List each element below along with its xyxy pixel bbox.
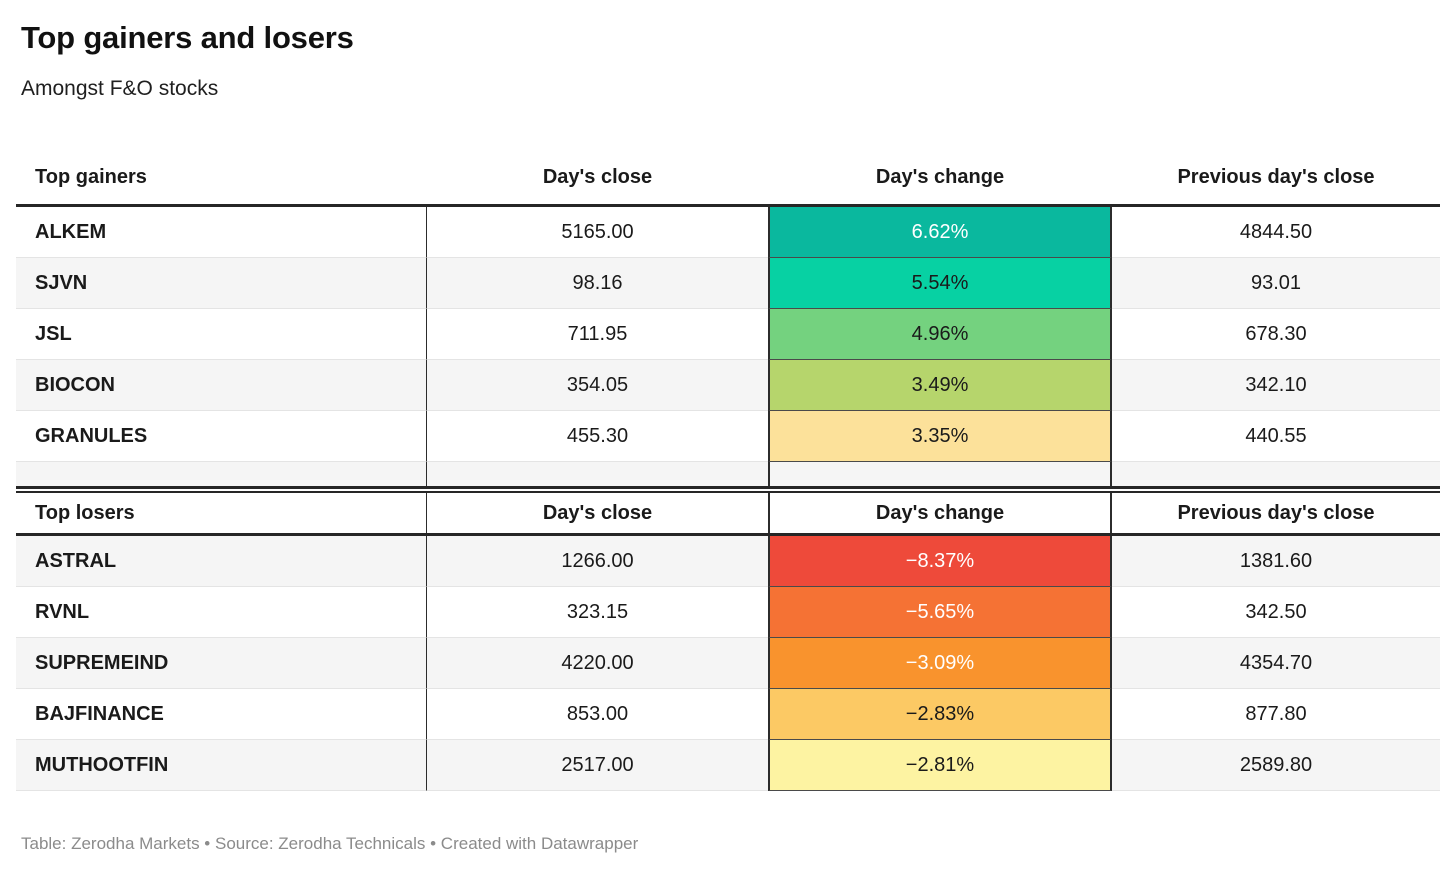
days-change-value: 3.35% xyxy=(768,411,1112,462)
previous-close-value: 342.10 xyxy=(1112,360,1440,411)
stock-name: SUPREMEIND xyxy=(16,638,427,689)
losers-body: ASTRAL 1266.00 −8.37% 1381.60 RVNL 323.1… xyxy=(16,536,1440,791)
stock-name: MUTHOOTFIN xyxy=(16,740,427,791)
days-close-value: 98.16 xyxy=(427,258,768,309)
page-subtitle: Amongst F&O stocks xyxy=(21,77,219,100)
losers-header-prev: Previous day's close xyxy=(1177,501,1375,524)
table-row: MUTHOOTFIN 2517.00 −2.81% 2589.80 xyxy=(16,740,1440,791)
days-close-value: 2517.00 xyxy=(427,740,768,791)
days-change-value: 3.49% xyxy=(768,360,1112,411)
table-row: ASTRAL 1266.00 −8.37% 1381.60 xyxy=(16,536,1440,587)
gainers-header-prev: Previous day's close xyxy=(1177,166,1375,188)
days-close-value: 5165.00 xyxy=(427,207,768,258)
previous-close-value: 4354.70 xyxy=(1112,638,1440,689)
losers-header-change: Day's change xyxy=(768,493,1112,533)
table-footer-attribution: Table: Zerodha Markets • Source: Zerodha… xyxy=(21,834,639,853)
table-row: BAJFINANCE 853.00 −2.83% 877.80 xyxy=(16,689,1440,740)
days-change-value: −2.81% xyxy=(768,740,1112,791)
days-change-value: 5.54% xyxy=(768,258,1112,309)
stock-name: BIOCON xyxy=(16,360,427,411)
stock-name: BAJFINANCE xyxy=(16,689,427,740)
gainers-header-name: Top gainers xyxy=(35,166,147,188)
table-row: GRANULES 455.30 3.35% 440.55 xyxy=(16,411,1440,462)
table-row: SJVN 98.16 5.54% 93.01 xyxy=(16,258,1440,309)
gainers-losers-table: Top gainers Day's close Day's change Pre… xyxy=(16,151,1440,791)
previous-close-value: 2589.80 xyxy=(1112,740,1440,791)
table-row: ALKEM 5165.00 6.62% 4844.50 xyxy=(16,207,1440,258)
page: Top gainers and losers Amongst F&O stock… xyxy=(16,20,1440,853)
previous-close-value: 1381.60 xyxy=(1112,536,1440,587)
losers-header-close: Day's close xyxy=(542,501,653,524)
gap-cell xyxy=(768,462,1112,486)
stock-name: ASTRAL xyxy=(16,536,427,587)
page-title: Top gainers and losers xyxy=(21,20,354,55)
days-close-value: 711.95 xyxy=(427,309,768,360)
stock-name: RVNL xyxy=(16,587,427,638)
table-row: BIOCON 354.05 3.49% 342.10 xyxy=(16,360,1440,411)
previous-close-value: 440.55 xyxy=(1112,411,1440,462)
days-close-value: 455.30 xyxy=(427,411,768,462)
days-change-value: 6.62% xyxy=(768,207,1112,258)
days-change-value: −5.65% xyxy=(768,587,1112,638)
gainers-header-close: Day's close xyxy=(542,166,653,188)
gainers-header-row: Top gainers Day's close Day's change Pre… xyxy=(16,151,1440,207)
gap-cell xyxy=(1112,462,1440,486)
table-row: RVNL 323.15 −5.65% 342.50 xyxy=(16,587,1440,638)
days-change-value: 4.96% xyxy=(768,309,1112,360)
days-change-value: −2.83% xyxy=(768,689,1112,740)
previous-close-value: 4844.50 xyxy=(1112,207,1440,258)
gainers-body: ALKEM 5165.00 6.62% 4844.50 SJVN 98.16 5… xyxy=(16,207,1440,462)
days-close-value: 4220.00 xyxy=(427,638,768,689)
stock-name: JSL xyxy=(16,309,427,360)
section-gap-row xyxy=(16,462,1440,489)
gap-cell xyxy=(427,462,768,486)
losers-header-row: Top losers Day's close Day's change Prev… xyxy=(16,491,1440,536)
previous-close-value: 678.30 xyxy=(1112,309,1440,360)
stock-name: GRANULES xyxy=(16,411,427,462)
previous-close-value: 93.01 xyxy=(1112,258,1440,309)
losers-header-name: Top losers xyxy=(16,493,427,533)
days-change-value: −8.37% xyxy=(768,536,1112,587)
table-row: JSL 711.95 4.96% 678.30 xyxy=(16,309,1440,360)
previous-close-value: 342.50 xyxy=(1112,587,1440,638)
days-close-value: 323.15 xyxy=(427,587,768,638)
table-row: SUPREMEIND 4220.00 −3.09% 4354.70 xyxy=(16,638,1440,689)
days-change-value: −3.09% xyxy=(768,638,1112,689)
stock-name: SJVN xyxy=(16,258,427,309)
previous-close-value: 877.80 xyxy=(1112,689,1440,740)
gap-cell xyxy=(16,462,427,486)
stock-name: ALKEM xyxy=(16,207,427,258)
gainers-header-change: Day's change xyxy=(875,166,1005,188)
days-close-value: 354.05 xyxy=(427,360,768,411)
days-close-value: 853.00 xyxy=(427,689,768,740)
days-close-value: 1266.00 xyxy=(427,536,768,587)
